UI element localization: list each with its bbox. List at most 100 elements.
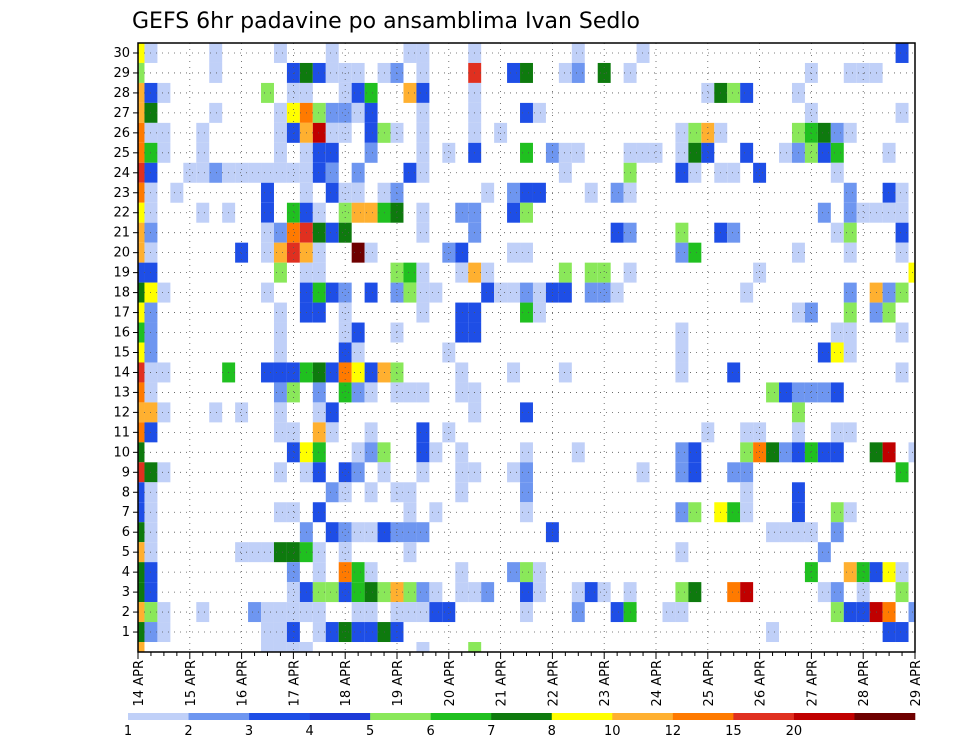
heatmap-cell bbox=[312, 382, 326, 403]
heatmap-cell bbox=[138, 642, 145, 652]
heatmap-cell bbox=[740, 442, 754, 463]
heatmap-cell bbox=[138, 242, 145, 263]
heatmap-cell bbox=[403, 482, 417, 503]
heatmap-cell bbox=[507, 282, 521, 303]
heatmap-cell bbox=[312, 362, 326, 383]
heatmap-cell bbox=[138, 462, 145, 483]
heatmap-cell bbox=[157, 602, 171, 623]
heatmap-cell bbox=[273, 542, 287, 563]
heatmap-cell bbox=[455, 262, 469, 283]
heatmap-cell bbox=[843, 342, 857, 363]
heatmap-cell bbox=[416, 582, 430, 603]
heatmap-cell bbox=[830, 442, 844, 463]
heatmap-cell bbox=[338, 582, 352, 603]
heatmap-cell bbox=[261, 202, 274, 223]
heatmap-cell bbox=[325, 122, 339, 143]
heatmap-cell bbox=[312, 542, 326, 563]
heatmap-cell bbox=[442, 422, 456, 443]
heatmap-cell bbox=[364, 482, 378, 503]
heatmap-cell bbox=[364, 442, 378, 463]
x-tick-label: 18 APR bbox=[339, 660, 354, 706]
heatmap-cell bbox=[351, 382, 365, 403]
colorbar-swatch bbox=[612, 713, 674, 720]
heatmap-cell bbox=[338, 462, 352, 483]
heatmap-cell bbox=[416, 222, 430, 243]
heatmap-cell bbox=[286, 382, 300, 403]
heatmap-cell bbox=[138, 142, 145, 163]
heatmap-cell bbox=[273, 302, 287, 323]
heatmap-cell bbox=[817, 202, 831, 223]
y-tick-label: 21 bbox=[113, 226, 130, 241]
heatmap-cell bbox=[520, 602, 533, 623]
heatmap-cell bbox=[248, 542, 262, 563]
heatmap-cell bbox=[325, 402, 339, 423]
colorbar-label: 4 bbox=[305, 724, 313, 739]
heatmap-cell bbox=[571, 442, 585, 463]
heatmap-cell bbox=[740, 282, 754, 303]
heatmap-cell bbox=[442, 342, 456, 363]
heatmap-cell bbox=[157, 622, 171, 643]
heatmap-cell bbox=[830, 602, 844, 623]
heatmap-cell bbox=[338, 122, 352, 143]
heatmap-cell bbox=[455, 322, 469, 343]
heatmap-cell bbox=[273, 142, 287, 163]
heatmap-cell bbox=[675, 242, 689, 263]
heatmap-cell bbox=[416, 43, 430, 63]
y-tick-label: 13 bbox=[113, 385, 130, 400]
heatmap-cell bbox=[520, 62, 533, 83]
heatmap-cell bbox=[170, 182, 184, 203]
heatmap-cell bbox=[455, 462, 469, 483]
heatmap-cell bbox=[403, 262, 417, 283]
heatmap-cell bbox=[675, 542, 689, 563]
heatmap-cell bbox=[494, 282, 508, 303]
heatmap-cell bbox=[351, 602, 365, 623]
heatmap-cell bbox=[351, 522, 365, 543]
heatmap-cell bbox=[312, 262, 326, 283]
colorbar-swatch bbox=[793, 713, 855, 720]
heatmap-cell bbox=[261, 282, 274, 303]
heatmap-cell bbox=[895, 562, 909, 583]
heatmap-cell bbox=[338, 62, 352, 83]
heatmap-cell bbox=[766, 442, 780, 463]
heatmap-cell bbox=[636, 142, 650, 163]
x-tick-label: 24 APR bbox=[650, 660, 665, 706]
heatmap-cell bbox=[882, 602, 896, 623]
heatmap-cell bbox=[325, 582, 339, 603]
heatmap-cell bbox=[403, 502, 417, 523]
heatmap-cell bbox=[364, 142, 378, 163]
heatmap-cell bbox=[597, 282, 611, 303]
x-tick-label: 15 APR bbox=[184, 660, 199, 706]
heatmap-cell bbox=[403, 522, 417, 543]
heatmap-cell bbox=[248, 602, 262, 623]
heatmap-cell bbox=[597, 262, 611, 283]
heatmap-cell bbox=[312, 562, 326, 583]
heatmap-cell bbox=[520, 502, 533, 523]
heatmap-cell bbox=[558, 62, 572, 83]
heatmap-cell bbox=[908, 442, 915, 463]
heatmap-cell bbox=[273, 102, 287, 123]
x-tick-label: 29 APR bbox=[909, 660, 924, 706]
heatmap-cell bbox=[312, 62, 326, 83]
heatmap-cell bbox=[338, 222, 352, 243]
heatmap-cell bbox=[138, 282, 145, 303]
heatmap-cell bbox=[507, 202, 521, 223]
y-tick-label: 22 bbox=[113, 206, 130, 221]
heatmap-cell bbox=[753, 442, 767, 463]
y-tick-label: 23 bbox=[113, 186, 130, 201]
heatmap-cell bbox=[675, 362, 689, 383]
heatmap-cell bbox=[688, 442, 702, 463]
heatmap-cell bbox=[338, 362, 352, 383]
heatmap-cell bbox=[364, 82, 378, 103]
heatmap-cell bbox=[830, 522, 844, 543]
heatmap-cell bbox=[571, 602, 585, 623]
heatmap-cell bbox=[740, 502, 754, 523]
y-tick-label: 12 bbox=[113, 405, 130, 420]
heatmap-cell bbox=[481, 582, 495, 603]
heatmap-cell bbox=[138, 622, 145, 643]
heatmap-cell bbox=[558, 142, 572, 163]
heatmap-cell bbox=[325, 362, 339, 383]
heatmap-cell bbox=[138, 162, 145, 183]
colorbar-swatch bbox=[551, 713, 613, 720]
heatmap-cell bbox=[507, 562, 521, 583]
heatmap-cell bbox=[312, 422, 326, 443]
